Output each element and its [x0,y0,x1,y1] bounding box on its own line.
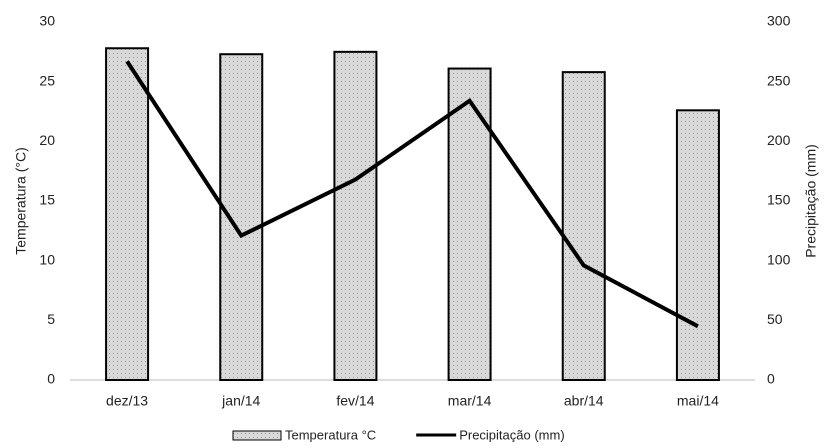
y2-tick-label: 100 [767,251,791,267]
y-axis-label: Temperatura (°C) [13,147,29,255]
bar [333,50,378,381]
x-tick-label: mar/14 [448,393,492,409]
bar [675,109,720,381]
y-tick-label: 20 [39,132,55,148]
x-tick-label: fev/14 [336,393,374,409]
y2-tick-label: 250 [767,72,791,88]
bar [219,53,264,381]
bar [447,67,492,381]
y2-tick-label: 50 [767,311,783,327]
bar [105,47,150,382]
x-tick-label: mai/14 [677,393,719,409]
y-tick-label: 15 [39,192,55,208]
legend-label: Temperatura °C [285,427,376,442]
x-tick-label: abr/14 [564,393,604,409]
y2-tick-label: 300 [767,13,791,29]
line [125,60,699,329]
y-tick-label: 25 [39,72,55,88]
legend-swatch [232,430,282,441]
y2-axis-label: Precipitação (mm) [803,144,819,258]
y-tick-label: 10 [39,251,55,267]
y2-tick-label: 0 [767,371,775,387]
x-tick-label: jan/14 [221,393,260,409]
bar [561,71,606,382]
legend-label: Precipitação (mm) [459,427,564,442]
y2-tick-label: 150 [767,192,791,208]
y-tick-label: 5 [47,311,55,327]
y-tick-label: 30 [39,13,55,29]
y-tick-label: 0 [47,371,55,387]
y2-tick-label: 200 [767,132,791,148]
x-tick-label: dez/13 [106,393,148,409]
